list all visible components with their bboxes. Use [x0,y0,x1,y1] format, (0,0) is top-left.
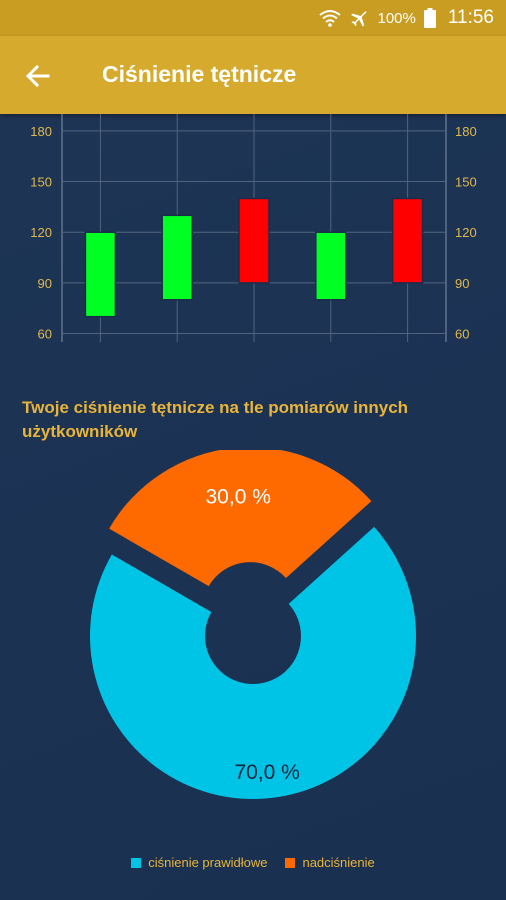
y-tick-label-right: 90 [455,276,469,291]
pie-slice-nadcisnienie [109,450,372,587]
range-bar-1 [84,231,117,318]
app-bar: Ciśnienie tętnicze [0,36,506,114]
y-tick-label-left: 120 [30,225,52,240]
pie-slice-label: 70,0 % [234,761,299,784]
y-tick-label-right: 150 [455,175,477,190]
range-bar-3 [238,197,270,284]
legend-swatch-high [285,857,296,868]
legend-label-normal: ciśnienie prawidłowe [148,855,268,870]
wifi-icon [319,9,342,27]
y-tick-label-left: 60 [38,327,52,342]
pie-legend: ciśnienie prawidłowe nadciśnienie [0,855,506,870]
battery-percent: 100% [377,9,416,27]
arrow-back-icon [25,64,50,88]
legend-item-high: nadciśnienie [285,855,375,870]
comparison-chart-title: Twoje ciśnienie tętnicze na tle pomiarów… [22,398,409,441]
y-tick-label-left: 180 [30,124,52,139]
range-bar-5 [391,197,424,284]
y-tick-label-left: 150 [30,175,52,190]
status-bar: 100% 11:56 [0,0,506,36]
y-tick-label-right: 120 [455,225,477,240]
range-bar-2 [161,214,193,301]
range-bar-4 [315,231,347,301]
y-tick-label-right: 180 [455,124,477,139]
pressure-distribution-pie-chart: 30,0 % 70,0 % [89,450,416,799]
back-button[interactable] [22,60,54,92]
pie-slice-label: 30,0 % [206,485,271,508]
clock: 11:56 [447,7,494,28]
legend-item-normal: ciśnienie prawidłowe [131,855,267,870]
blood-pressure-range-chart: 60 60 90 90 120 120 150 150 180 180 [30,114,477,342]
legend-label-high: nadciśnienie [302,855,375,870]
battery-icon [423,8,436,28]
airplane-mode-icon [349,8,369,28]
y-tick-label-left: 90 [38,276,52,291]
page-title: Ciśnienie tętnicze [102,61,297,87]
y-tick-label-right: 60 [455,327,469,342]
pie-slice-prawidlowe [89,526,416,799]
legend-swatch-normal [131,857,142,868]
